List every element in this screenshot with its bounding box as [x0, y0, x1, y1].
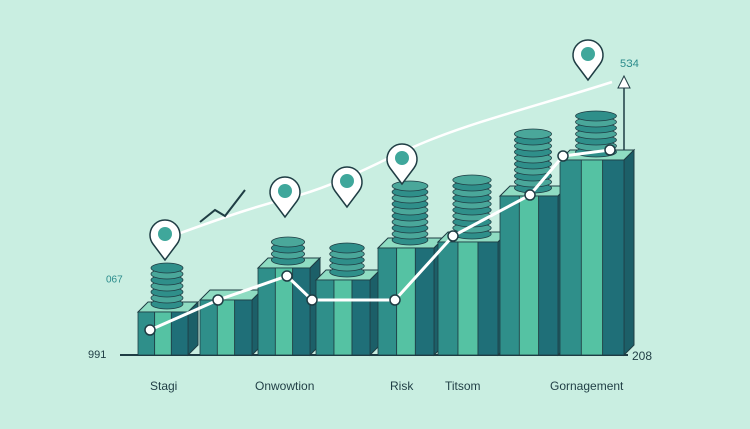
axis-label: 5З4: [620, 58, 639, 70]
trend-point: [212, 294, 224, 306]
bar-face: [154, 311, 172, 356]
axis-arrow: [617, 74, 631, 89]
coin: [391, 180, 429, 192]
coin: [329, 242, 365, 254]
coin: [270, 236, 306, 248]
bar-face: [477, 241, 499, 356]
bar-face: [518, 195, 540, 356]
category-label: Onwowtion: [255, 379, 314, 393]
trend-point: [281, 270, 293, 282]
trend-point: [144, 324, 156, 336]
bar-face: [414, 247, 435, 356]
coin: [150, 262, 184, 274]
pin-icon: [340, 174, 354, 188]
trend-point: [389, 294, 401, 306]
pin-icon: [581, 47, 595, 61]
bar-side: [623, 148, 635, 357]
bar-face: [580, 159, 604, 356]
bar-face: [538, 195, 559, 356]
bar-face: [292, 267, 311, 356]
bar-face: [274, 267, 294, 356]
pin-icon: [278, 184, 292, 198]
coin: [452, 174, 492, 186]
category-label: Gornagement: [550, 379, 624, 393]
trend-point: [447, 230, 459, 242]
category-label: Titsom: [445, 379, 481, 393]
axis-label: 067: [106, 275, 123, 286]
axis-label: 991: [88, 349, 106, 361]
category-label: Risk: [390, 379, 414, 393]
bar-face: [499, 195, 520, 356]
bar-face: [602, 159, 625, 356]
bar-face: [437, 241, 459, 356]
pins: [149, 39, 604, 262]
trend-point: [604, 144, 616, 156]
bar-face: [351, 279, 371, 356]
bar-face: [315, 279, 335, 356]
bar-face: [457, 241, 479, 356]
bar-face: [234, 299, 253, 356]
trend-point: [306, 294, 318, 306]
pin-icon: [395, 151, 409, 165]
bar-face: [333, 279, 353, 356]
bar-face: [559, 159, 582, 356]
trend-points: [144, 144, 616, 336]
trend-arrow: [174, 80, 613, 237]
category-label: Stagi: [150, 379, 177, 393]
axis-label: 208: [632, 349, 652, 363]
coin: [514, 128, 552, 140]
icon-arrow: [199, 189, 246, 223]
coin: [575, 110, 617, 122]
bar-face: [170, 311, 189, 356]
trend-point: [524, 189, 536, 201]
bar-face: [216, 299, 236, 356]
trend-point: [557, 150, 569, 162]
pin-icon: [158, 227, 172, 241]
